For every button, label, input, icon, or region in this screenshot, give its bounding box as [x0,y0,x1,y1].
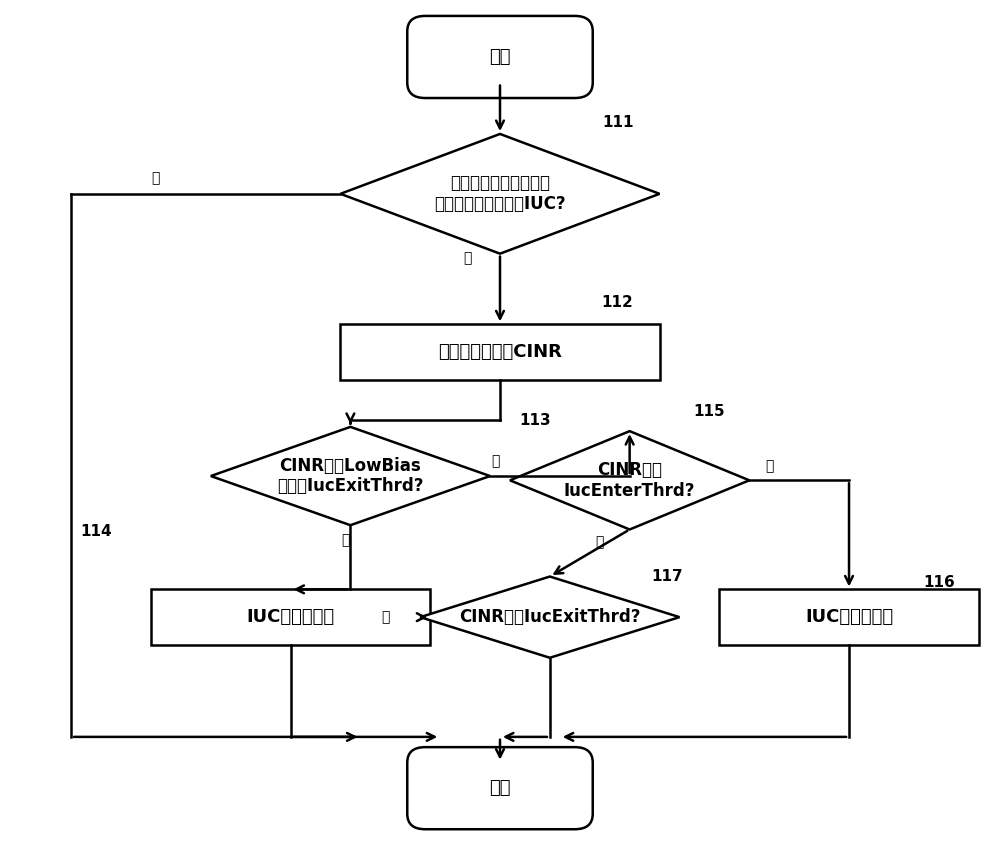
Text: 115: 115 [694,404,725,420]
Text: 是: 是 [341,533,350,547]
Bar [151,589,430,645]
Text: 116: 116 [923,576,955,590]
Text: 否: 否 [152,172,160,185]
Text: 117: 117 [652,569,683,583]
Text: IUC降一级处理: IUC降一级处理 [247,608,335,626]
Text: 否: 否 [596,535,604,549]
Text: CINR大于
IucEnterThrd?: CINR大于 IucEnterThrd? [564,461,695,499]
Text: 是: 是 [765,459,773,473]
Polygon shape [420,577,680,658]
Text: 111: 111 [602,115,633,130]
Text: 是: 是 [463,251,471,265]
FancyBboxPatch shape [407,16,593,98]
Text: IUC升一级处理: IUC升一级处理 [805,608,893,626]
Text: 113: 113 [519,413,551,428]
Bar [340,324,660,380]
Text: 计算用户信道的CINR: 计算用户信道的CINR [438,343,562,361]
Text: CINR小于LowBias
且大于IucExitThrd?: CINR小于LowBias 且大于IucExitThrd? [277,456,424,495]
Text: 是: 是 [381,610,390,624]
Text: 用户信道已达最大发射
功率且不是处于最小IUC?: 用户信道已达最大发射 功率且不是处于最小IUC? [434,174,566,214]
Polygon shape [340,134,660,254]
Text: 否: 否 [491,455,499,468]
Text: 结束: 结束 [489,779,511,797]
Text: 开始: 开始 [489,48,511,66]
Text: 112: 112 [602,295,634,310]
Polygon shape [510,431,749,529]
Polygon shape [211,427,490,525]
Text: CINR小于IucExitThrd?: CINR小于IucExitThrd? [459,608,641,626]
FancyBboxPatch shape [407,747,593,829]
Text: 114: 114 [80,524,112,539]
Bar [719,589,979,645]
